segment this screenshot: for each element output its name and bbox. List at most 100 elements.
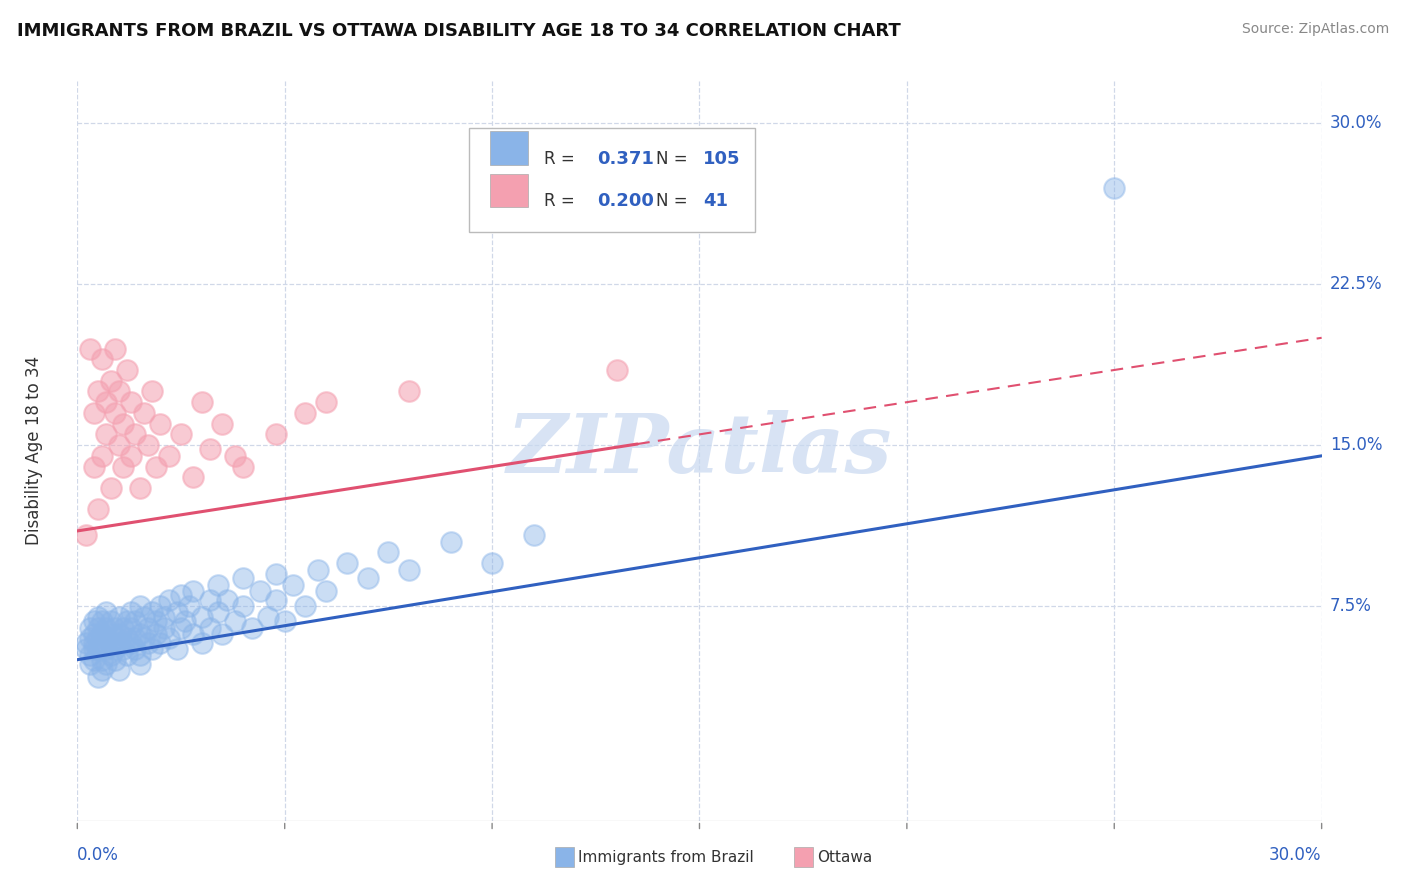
Point (157, 632, 180, 646)
Point (377, 545, 399, 559)
Point (157, 449, 180, 463)
Point (198, 592, 221, 607)
Point (91, 449, 114, 463)
Point (606, 363, 628, 377)
Point (120, 635, 142, 649)
Point (439, 534, 461, 549)
Point (232, 459, 254, 474)
Point (257, 609, 280, 624)
Point (170, 427, 193, 442)
Point (136, 620, 159, 634)
Point (124, 642, 146, 657)
Point (523, 528, 546, 542)
Text: Ottawa: Ottawa (817, 850, 872, 864)
Point (96, 620, 118, 634)
Point (111, 417, 134, 431)
FancyBboxPatch shape (491, 131, 527, 165)
Point (232, 599, 254, 613)
Point (115, 632, 138, 646)
Point (315, 395, 337, 409)
Point (75, 635, 97, 649)
Point (96, 395, 118, 409)
Point (190, 609, 214, 624)
Point (141, 642, 163, 657)
Text: 30.0%: 30.0% (1330, 114, 1382, 132)
Point (398, 384, 420, 399)
Point (87, 502, 110, 516)
Point (87, 632, 110, 646)
Point (132, 632, 155, 646)
Text: ZIPatlas: ZIPatlas (506, 410, 893, 491)
Point (128, 599, 150, 613)
Point (132, 406, 155, 420)
Point (91, 627, 114, 641)
Text: Disability Age 18 to 34: Disability Age 18 to 34 (25, 356, 42, 545)
Point (240, 620, 263, 634)
Text: Source: ZipAtlas.com: Source: ZipAtlas.com (1241, 22, 1389, 37)
Point (75, 528, 97, 542)
Point (132, 609, 155, 624)
Point (104, 642, 127, 657)
Point (207, 606, 229, 620)
Point (91, 653, 114, 667)
Point (115, 648, 138, 663)
Point (266, 592, 288, 607)
Point (398, 563, 420, 577)
Text: R =: R = (544, 150, 575, 168)
Point (91, 614, 114, 628)
Point (120, 606, 142, 620)
Point (111, 459, 134, 474)
Point (120, 620, 142, 634)
Text: 7.5%: 7.5% (1330, 597, 1372, 615)
Point (266, 427, 288, 442)
Point (481, 556, 503, 570)
Point (107, 664, 129, 678)
Point (183, 470, 205, 484)
Point (104, 342, 127, 356)
Point (96, 632, 118, 646)
Text: 15.0%: 15.0% (1330, 436, 1382, 454)
Text: 22.5%: 22.5% (1330, 275, 1382, 293)
Point (124, 632, 146, 646)
Point (96, 642, 118, 657)
Point (281, 577, 304, 591)
Point (91, 352, 114, 367)
Point (315, 584, 337, 599)
Point (111, 620, 134, 634)
Point (104, 620, 127, 634)
Point (104, 653, 127, 667)
Point (149, 635, 172, 649)
Point (149, 599, 172, 613)
Point (149, 417, 172, 431)
Point (266, 566, 288, 581)
Point (91, 664, 114, 678)
Point (100, 627, 122, 641)
Point (136, 438, 159, 452)
Point (111, 642, 134, 657)
Point (183, 584, 205, 599)
Point (128, 657, 150, 671)
Point (75, 642, 97, 657)
Point (87, 620, 110, 634)
Point (96, 606, 118, 620)
Point (128, 627, 150, 641)
Point (79, 632, 101, 646)
Point (211, 417, 233, 431)
Point (170, 588, 193, 602)
Point (120, 449, 142, 463)
Point (83, 642, 105, 657)
Point (294, 406, 316, 420)
Point (87, 384, 110, 399)
Point (145, 614, 167, 628)
Point (107, 438, 129, 452)
Text: 105: 105 (703, 150, 741, 168)
Text: IMMIGRANTS FROM BRAZIL VS OTTAWA DISABILITY AGE 18 TO 34 CORRELATION CHART: IMMIGRANTS FROM BRAZIL VS OTTAWA DISABIL… (17, 22, 901, 40)
Point (128, 481, 150, 495)
Point (115, 614, 138, 628)
Point (174, 614, 197, 628)
Point (170, 620, 193, 634)
Point (198, 442, 221, 457)
Point (190, 395, 214, 409)
Point (215, 592, 238, 607)
Point (207, 577, 229, 591)
